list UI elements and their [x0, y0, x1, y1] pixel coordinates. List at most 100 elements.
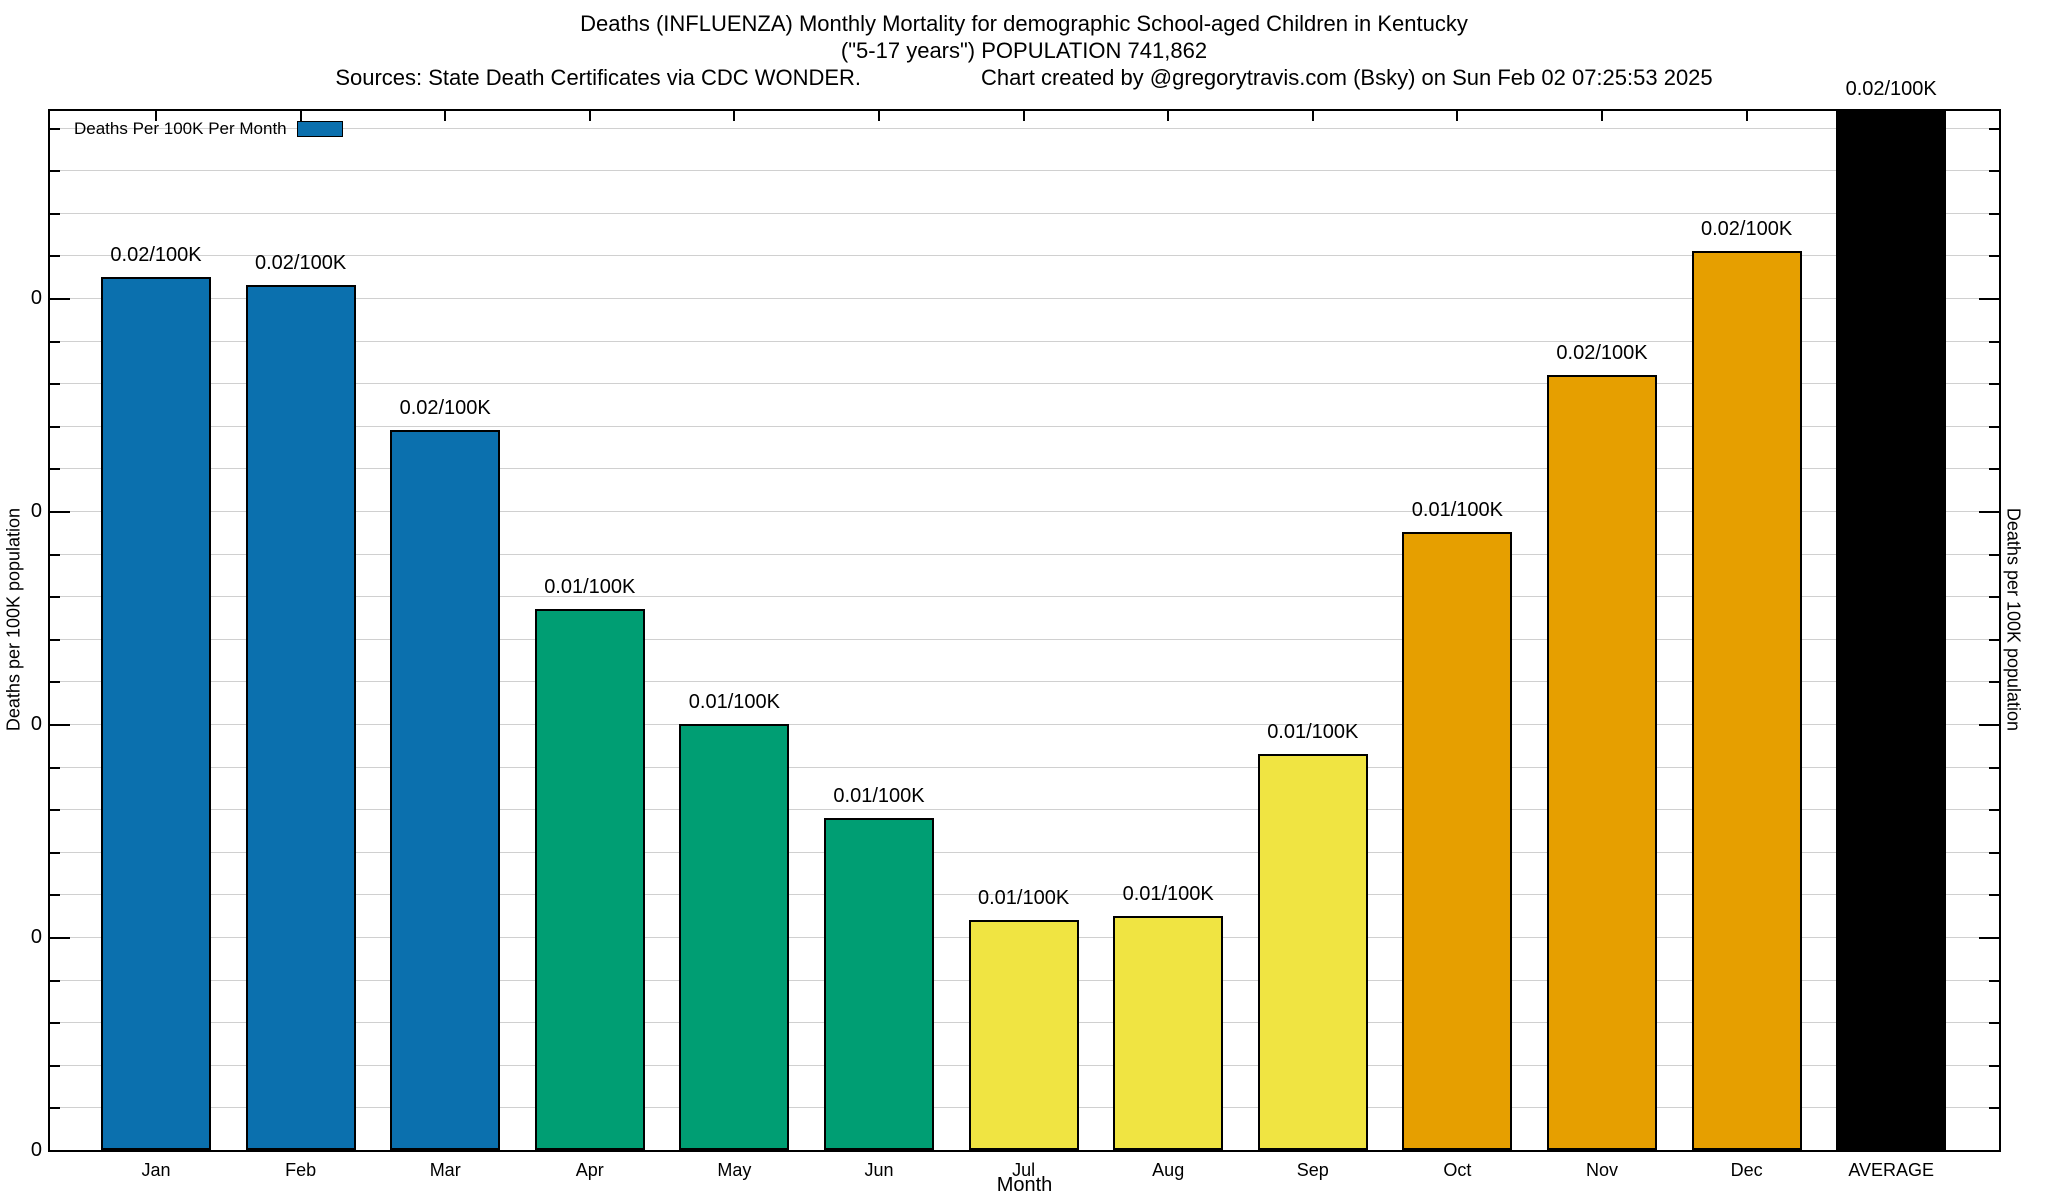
- gridline: [50, 425, 1999, 427]
- gridline: [50, 212, 1999, 214]
- gridline: [50, 596, 1999, 598]
- y-tick-left: [50, 1064, 60, 1067]
- x-tick-label-oct: Oct: [1443, 1160, 1472, 1180]
- y-tick-right: [1989, 553, 1999, 556]
- y-tick-left: [50, 212, 60, 215]
- y-tick-left: [50, 681, 60, 684]
- gridline: [50, 298, 1999, 299]
- x-axis-label: Month: [996, 1174, 1053, 1196]
- bar-value-label: 0.02/100K: [110, 243, 202, 266]
- y-tick-left: [50, 170, 60, 173]
- y-tick-right: [1989, 766, 1999, 769]
- gridline: [50, 724, 1999, 725]
- y-tick-label: 0: [30, 713, 42, 735]
- y-tick-right: [1989, 127, 1999, 130]
- bar-may: [679, 724, 790, 1150]
- y-tick-left: [50, 809, 60, 812]
- bar-value-label: 0.01/100K: [1411, 499, 1503, 522]
- gridline: [50, 383, 1999, 385]
- chart-sources: Sources: State Death Certificates via CD…: [335, 65, 862, 90]
- y-tick-left: [50, 766, 60, 769]
- x-tick-label-may: May: [717, 1160, 752, 1180]
- legend-swatch-icon: [296, 121, 343, 137]
- y-tick-left: [50, 1022, 60, 1025]
- bar-value-label: 0.01/100K: [977, 887, 1070, 909]
- y-tick-left: [50, 1107, 60, 1110]
- legend-label: Deaths Per 100K Per Month: [74, 119, 287, 138]
- y-tick-left: [50, 1150, 70, 1152]
- chart-header: Deaths (INFLUENZA) Monthly Mortality for…: [0, 10, 2048, 91]
- y-tick-left: [50, 298, 70, 300]
- y-tick-right: [1989, 170, 1999, 173]
- y-tick-left: [50, 553, 60, 556]
- bar-average: [1836, 111, 1947, 1150]
- gridline: [50, 766, 1999, 768]
- y-tick-right: [1979, 298, 1999, 300]
- y-tick-left: [50, 383, 60, 386]
- y-tick-right: [1989, 979, 1999, 982]
- x-tick-top: [1022, 111, 1025, 121]
- bar-sep: [1257, 753, 1368, 1150]
- y-axis-label-right: Deaths per 100K population: [2003, 507, 2024, 732]
- y-tick-left: [50, 255, 60, 258]
- y-tick-left: [50, 340, 60, 343]
- x-tick-top: [1745, 111, 1748, 121]
- y-tick-right: [1989, 1064, 1999, 1067]
- x-tick-label-jan: Jan: [141, 1160, 171, 1180]
- y-tick-right: [1989, 383, 1999, 386]
- y-tick-left: [50, 724, 70, 726]
- bar-aug: [1113, 915, 1224, 1150]
- y-tick-right: [1989, 894, 1999, 897]
- gridline: [50, 553, 1999, 555]
- bar-value-label: 0.02/100K: [1845, 78, 1937, 100]
- y-tick-right: [1989, 1022, 1999, 1025]
- x-tick-label-jun: Jun: [864, 1160, 894, 1180]
- bar-feb: [245, 285, 356, 1150]
- x-tick-label-aug: Aug: [1152, 1160, 1185, 1180]
- gridline: [50, 340, 1999, 342]
- y-tick-left: [50, 425, 60, 428]
- x-tick-label-feb: Feb: [285, 1160, 317, 1180]
- y-tick-left: [50, 937, 70, 939]
- bar-value-label: 0.02/100K: [254, 252, 347, 275]
- x-tick-top: [444, 111, 447, 121]
- y-tick-right: [1979, 511, 1999, 513]
- x-tick-label-apr: Apr: [575, 1160, 604, 1180]
- bar-value-label: 0.02/100K: [1700, 218, 1793, 241]
- chart-title-line2: ("5-17 years") POPULATION 741,862: [840, 38, 1208, 63]
- y-tick-right: [1979, 1150, 1999, 1152]
- y-tick-right: [1989, 681, 1999, 684]
- x-tick-label-average: AVERAGE: [1848, 1160, 1935, 1180]
- bar-value-label: 0.01/100K: [833, 784, 925, 807]
- x-tick-label-jul: Jul: [1012, 1160, 1036, 1180]
- y-tick-left: [50, 596, 60, 599]
- bar-value-label: 0.01/100K: [544, 576, 636, 598]
- x-tick-top: [1890, 111, 1893, 121]
- x-tick-top: [588, 111, 591, 121]
- x-tick-top: [1311, 111, 1314, 121]
- plot-area: Deaths Per 100K Per Month 0.02/100K 0.02/…: [48, 78, 2001, 1152]
- gridline: [50, 809, 1999, 811]
- y-tick-right: [1989, 851, 1999, 854]
- chart-subtitle-row: Sources: State Death Certificates via CD…: [0, 64, 2048, 91]
- gridline: [50, 468, 1999, 470]
- y-tick-left: [50, 894, 60, 897]
- bar-value-label: 0.01/100K: [1122, 882, 1214, 905]
- bar-value-label: 0.01/100K: [1267, 720, 1359, 743]
- x-tick-top: [1601, 111, 1603, 121]
- x-tick-label-sep: Sep: [1296, 1160, 1329, 1180]
- y-tick-label: 0: [30, 500, 42, 522]
- y-tick-right: [1979, 724, 1999, 726]
- y-tick-left: [50, 638, 60, 641]
- bar-mar: [390, 430, 501, 1150]
- x-tick-label-dec: Dec: [1730, 1160, 1763, 1180]
- bar-value-label: 0.02/100K: [1556, 341, 1648, 364]
- y-tick-left: [50, 511, 70, 513]
- x-tick-top: [299, 111, 302, 121]
- bar-value-label: 0.02/100K: [399, 397, 491, 420]
- bar-dec: [1691, 251, 1802, 1150]
- y-tick-right: [1989, 425, 1999, 428]
- gridline: [50, 894, 1999, 896]
- gridline: [50, 851, 1999, 853]
